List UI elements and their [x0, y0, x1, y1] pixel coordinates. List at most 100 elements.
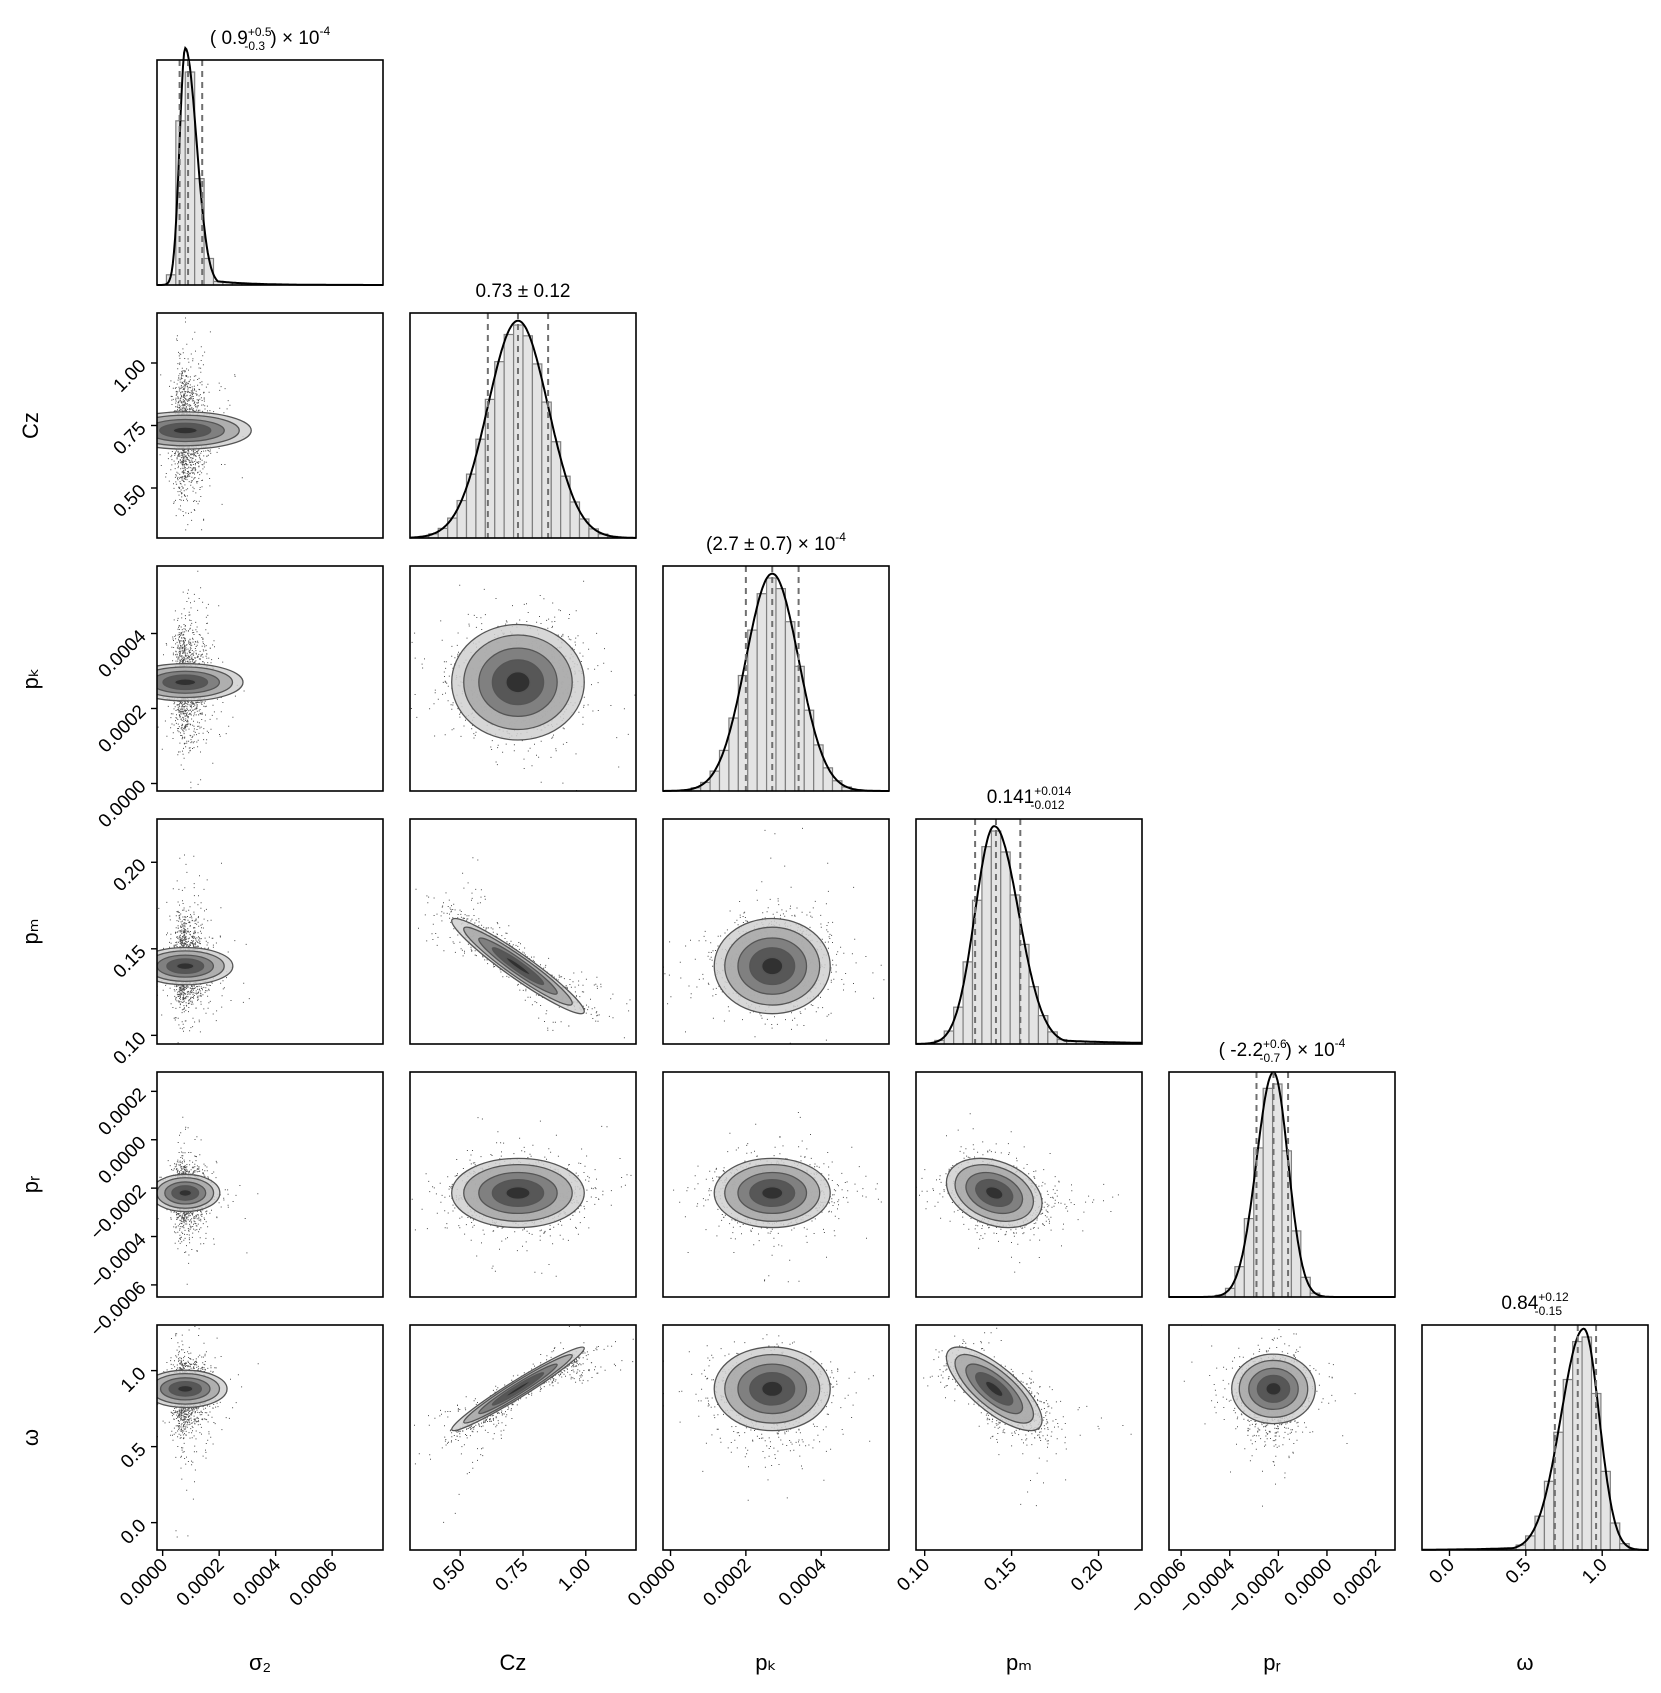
hist-bar: [1300, 1276, 1311, 1298]
panel-frame: [1421, 1324, 1649, 1551]
panel-frame: [409, 818, 637, 1045]
subplot-grid: [156, 45, 1649, 1551]
y-tick-label: 0.5: [117, 1439, 151, 1473]
y-tick-label: 0.0004: [95, 626, 151, 682]
hist-panel-pk: [662, 565, 890, 792]
sample-points: [923, 1327, 1132, 1507]
panel-title-pk: (2.7 ± 0.7) × 10-4: [706, 530, 846, 555]
contour-level: [505, 1380, 531, 1398]
panel-frame: [409, 1324, 637, 1551]
x-axis-label-sigma2: σ₂: [249, 1650, 271, 1675]
hist-bar: [1534, 1515, 1546, 1551]
panel-frame: [156, 818, 384, 1045]
contour-level: [172, 426, 198, 435]
contour-level: [178, 1188, 193, 1198]
hist-bar: [794, 665, 805, 792]
hist-bar: [953, 1006, 964, 1045]
panel-frame: [662, 1071, 890, 1298]
hist-bar: [1271, 1083, 1283, 1298]
contour-level: [761, 1380, 784, 1398]
x-axis-label-omega: ω: [1516, 1650, 1533, 1675]
panel-title-omega: 0.84+0.12 -0.15: [1501, 1290, 1569, 1318]
scatter-panel-pr-vs-pk: [662, 1071, 890, 1298]
scatter-panel-pr-vs-sigma2: [156, 1071, 384, 1298]
y-axis-label-cz: Cz: [18, 412, 43, 439]
panel-frame: [915, 818, 1143, 1045]
y-tick-label: 0.15: [110, 941, 151, 982]
x-tick-label: 0.50: [429, 1555, 470, 1596]
x-tick-label: 0.0000: [624, 1555, 680, 1611]
x-axis-label-cz: Cz: [500, 1650, 527, 1675]
density-curve: [410, 319, 636, 539]
x-tick-label: 0.0002: [699, 1555, 755, 1611]
scatter-panel-pm-vs-cz: [409, 818, 637, 1045]
panel-frame: [662, 565, 890, 792]
y-axis-label-pr: pᵣ: [18, 1176, 43, 1194]
panel-frame: [156, 565, 384, 792]
x-tick-label: 0.20: [1067, 1555, 1108, 1596]
y-tick-label: 1.0: [117, 1363, 151, 1397]
hist-bar: [1243, 1217, 1255, 1298]
panel-title-cz: 0.73 ± 0.12: [476, 281, 571, 302]
sample-points: [414, 1325, 634, 1523]
hist-bar: [484, 398, 496, 539]
hist-bar: [1562, 1378, 1574, 1551]
y-tick-label: 0.20: [110, 855, 151, 896]
hist-panel-cz: [409, 312, 637, 539]
hist-bar: [503, 333, 515, 539]
scatter-panel-omega-vs-sigma2: [156, 1324, 384, 1551]
y-tick-label: 0.50: [110, 481, 151, 522]
hist-bar: [1047, 1031, 1058, 1045]
panel-frame: [409, 565, 637, 792]
y-tick-label: 0.10: [110, 1028, 151, 1069]
x-tick-label: 1.0: [1578, 1555, 1612, 1589]
contour-level: [174, 678, 197, 687]
x-tick-label: 0.0000: [116, 1555, 172, 1611]
hist-bar: [512, 324, 524, 539]
x-tick-label: 0.0002: [173, 1555, 229, 1611]
hist-bar: [1234, 1266, 1245, 1298]
density-curve: [916, 825, 1142, 1045]
x-axis-label-pm: pₘ: [1006, 1650, 1032, 1675]
contour-level: [984, 1380, 1004, 1398]
panel-title-pm: 0.141+0.014 -0.012: [987, 784, 1072, 812]
panel-frame: [156, 59, 384, 286]
panel-frame: [156, 1324, 384, 1551]
hist-bar: [1600, 1470, 1611, 1551]
x-tick-label: 0.0004: [229, 1554, 285, 1610]
y-axis-label-omega: ω: [18, 1429, 43, 1446]
contour-level: [505, 956, 531, 976]
x-tick-label: 0.5: [1502, 1555, 1536, 1589]
hist-bar: [990, 830, 1002, 1045]
hist-bar: [531, 363, 543, 539]
hist-bar: [1581, 1336, 1593, 1551]
hist-bar: [1290, 1230, 1302, 1298]
axis-labels: ( 0.9+0.5 -0.3 ) × 10-4 0.73 ± 0.12 (2.7 ± …: [18, 24, 1612, 1675]
scatter-panel-omega-vs-pr: [1168, 1324, 1396, 1551]
x-tick-label: 0.15: [980, 1555, 1021, 1596]
contour-level: [761, 956, 784, 976]
scatter-panel-cz-vs-sigma2: [156, 312, 384, 539]
panel-title-pr: ( -2.2+0.6 -0.7 ) × 10-4: [1219, 1036, 1346, 1065]
y-tick-label: 0.0000: [95, 1132, 151, 1188]
hist-bar: [943, 1030, 955, 1045]
x-tick-label: 0.75: [492, 1555, 533, 1596]
contour-level: [176, 1384, 194, 1393]
hist-bar: [784, 621, 796, 792]
x-tick-label: 0.0004: [775, 1554, 831, 1610]
contour-level: [175, 962, 195, 971]
contour-level: [505, 671, 531, 694]
scatter-panel-omega-vs-pk: [662, 1324, 890, 1551]
y-tick-label: 0.75: [110, 418, 151, 459]
panel-frame: [662, 818, 890, 1045]
panel-frame: [409, 312, 637, 539]
y-tick-label: 0.0: [117, 1515, 151, 1549]
x-axis-label-pr: pᵣ: [1263, 1650, 1281, 1675]
hist-bar: [1000, 851, 1011, 1045]
y-tick-label: 0.0002: [95, 701, 151, 757]
scatter-panel-pk-vs-sigma2: [156, 565, 384, 792]
y-tick-label: 0.0002: [95, 1084, 151, 1140]
hist-bar: [981, 846, 992, 1045]
panel-frame: [409, 1071, 637, 1298]
